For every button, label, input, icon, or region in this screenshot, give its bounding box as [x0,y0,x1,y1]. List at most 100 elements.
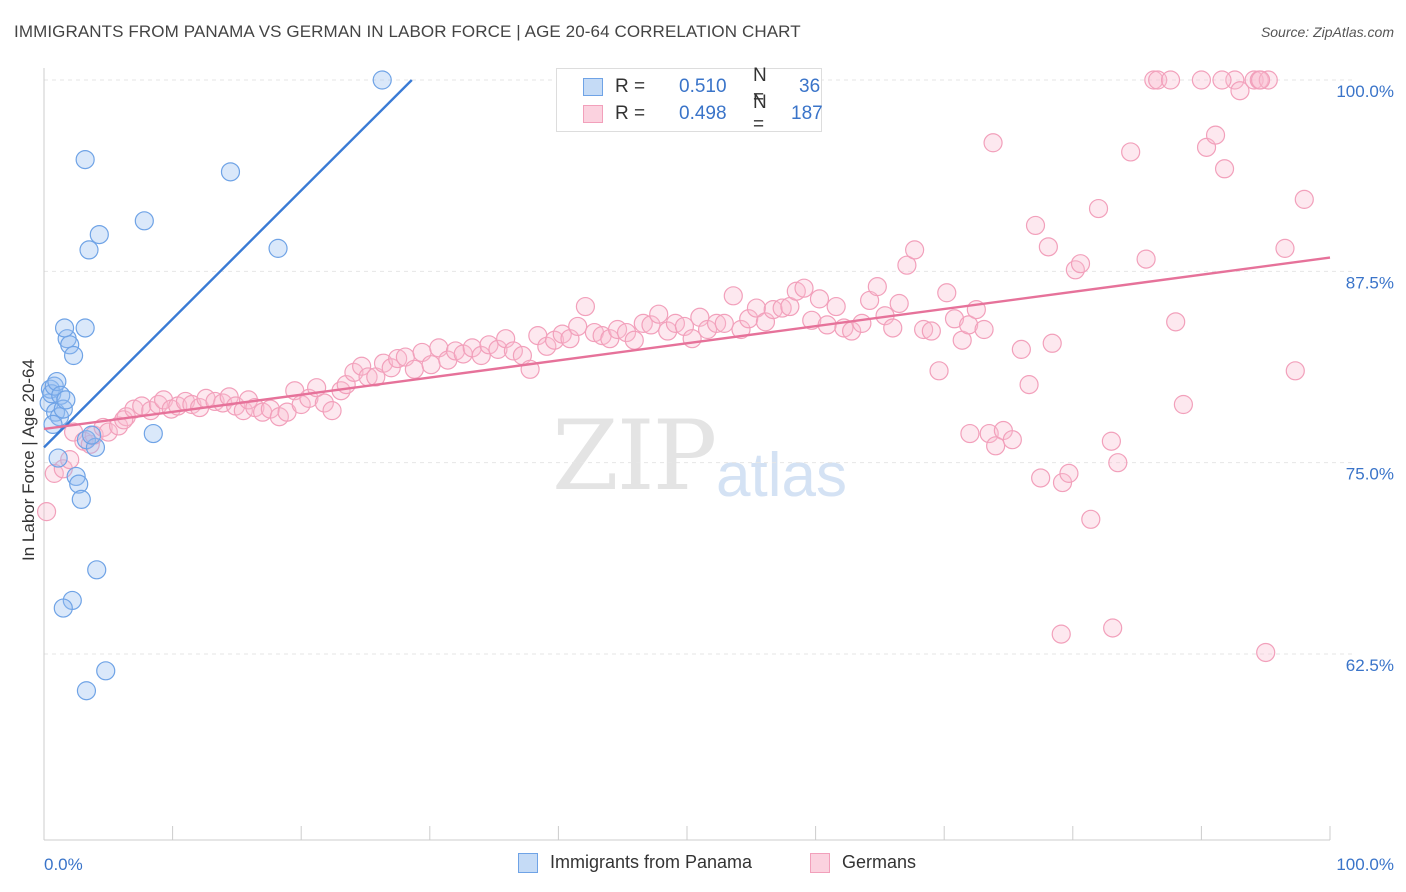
point-panama [75,318,95,338]
point-germans [1002,430,1022,450]
point-germans [986,436,1006,456]
bottom-legend-germans: Germans [810,852,916,873]
legend: R = 0.510 N = 36 R = 0.498 N = 187 [556,65,823,135]
point-germans [575,296,596,317]
point-germans [905,240,925,260]
legend-r-label: R = [615,103,646,124]
point-germans [1019,375,1039,395]
point-germans [959,315,979,335]
trend-line-germans [43,256,1331,431]
point-panama [134,211,154,231]
point-germans [944,309,965,329]
point-germans [1256,642,1276,663]
point-germans [352,356,372,376]
point-panama [220,162,241,182]
point-germans [1214,159,1235,179]
point-germans [786,281,806,301]
point-germans [1212,70,1232,90]
point-germans [794,278,814,298]
point-germans [1205,125,1226,145]
point-germans [937,283,957,303]
y-tick-label: 87.5% [1346,273,1394,292]
legend-n-label: N = [753,92,767,135]
point-germans [1042,333,1062,353]
point-germans [731,319,751,340]
point-panama [81,425,102,445]
legend-r-label: R = [615,76,646,97]
bottom-legend-label: Germans [842,852,917,872]
point-germans [544,330,565,350]
point-germans [852,313,872,333]
point-germans [739,309,759,329]
point-germans [98,422,118,442]
point-panama [71,489,91,510]
point-germans [1275,238,1295,258]
bottom-swatch-germans [810,852,830,873]
point-germans [1103,618,1123,638]
watermark-zip: ZIP [552,400,717,512]
point-germans [633,313,653,333]
point-germans [1051,624,1071,644]
point-germans [1258,70,1278,90]
point-panama [56,390,76,410]
point-germans [674,316,695,337]
point-germans [1166,312,1186,332]
trend-line-panama [43,79,413,449]
x-tick-label: 100.0% [1336,855,1394,874]
axes [43,68,1331,841]
point-germans [616,322,637,343]
point-germans [496,329,516,349]
point-panama [48,448,68,468]
point-germans [1038,237,1058,257]
point-panama [96,661,116,681]
point-germans [1121,142,1141,162]
point-panama [53,598,73,618]
x-tick-label: 0.0% [44,855,83,874]
legend-r-value: 0.498 [679,103,727,124]
point-germans [929,361,949,381]
point-germans [1294,189,1314,209]
chart-title: IMMIGRANTS FROM PANAMA VS GERMAN IN LABO… [14,22,801,41]
point-germans [1230,81,1250,101]
point-panama [63,345,84,366]
point-germans [471,345,491,366]
point-germans [1088,198,1109,219]
point-germans [624,330,644,350]
point-germans [960,423,980,444]
point-panama [76,681,97,701]
point-panama [75,149,95,170]
point-germans [560,329,580,349]
point-germans [314,393,334,413]
point-germans [714,313,734,333]
point-germans [897,255,917,275]
point-panama [89,224,109,245]
point-germans [723,286,743,306]
point-germans [1031,468,1051,488]
point-germans [1065,260,1085,280]
point-panama [66,466,86,487]
legend-n-label: N = [753,65,767,108]
point-germans [44,463,64,483]
point-germans [1160,70,1181,90]
y-tick-label: 62.5% [1346,656,1394,675]
point-germans [1250,70,1271,90]
point-germans [867,277,887,297]
point-germans [809,289,830,309]
point-germans [1101,431,1121,451]
legend-swatch-germans [583,105,603,123]
point-panama [79,240,99,260]
point-germans [1244,70,1264,90]
bottom-swatch-panama [518,852,538,873]
point-germans [979,423,999,444]
watermark-atlas: atlas [716,441,847,510]
point-germans [1173,394,1193,415]
point-germans [344,362,364,382]
trend-lines [43,79,1331,449]
y-axis-label: In Labor Force | Age 20-64 [19,359,38,561]
point-germans [445,341,466,361]
point-panama [54,318,75,338]
point-panama [85,437,106,457]
legend-r-value: 0.510 [679,76,727,97]
point-germans [983,133,1003,153]
